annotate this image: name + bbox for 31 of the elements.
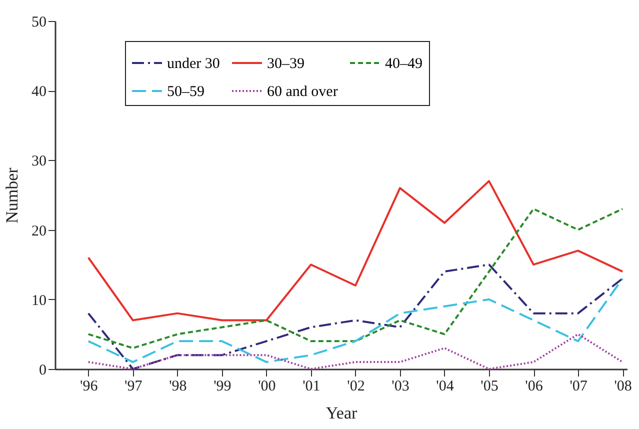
x-tick-label: '07: [570, 378, 588, 394]
x-tick-label: '05: [480, 378, 498, 394]
x-tick-label: '00: [258, 378, 276, 394]
line-series: [87, 333, 624, 370]
x-tick-label: '99: [214, 378, 232, 394]
x-axis-title: Year: [326, 404, 358, 422]
x-tick-label: '96: [80, 378, 98, 394]
legend-label: 50–59: [167, 84, 204, 100]
x-tick-label: '98: [169, 378, 187, 394]
y-tick-label: 50: [32, 14, 46, 30]
y-axis-title: Number: [2, 167, 22, 224]
line-series: [87, 180, 624, 322]
line-series: [87, 278, 624, 364]
line-series: [87, 264, 624, 370]
legend-label: 30–39: [267, 56, 304, 72]
line-series: [87, 208, 624, 350]
x-tick-label: '06: [525, 378, 544, 394]
y-tick-label: 0: [39, 362, 46, 378]
y-tick-label: 10: [32, 292, 46, 309]
y-tick-label: 40: [32, 84, 46, 100]
y-tick-label: 30: [32, 154, 46, 170]
legend-label: under 30: [167, 56, 220, 72]
x-tick-label: '08: [614, 378, 632, 394]
x-tick-label: '01: [302, 378, 320, 394]
x-tick-label: '97: [124, 378, 143, 394]
y-tick-label: 20: [32, 223, 46, 240]
x-tick-label: '03: [392, 378, 410, 394]
legend-label: 40–49: [385, 56, 422, 72]
x-tick-label: '04: [436, 378, 454, 394]
x-tick-label: '02: [347, 378, 365, 394]
legend-label: 60 and over: [267, 84, 338, 100]
